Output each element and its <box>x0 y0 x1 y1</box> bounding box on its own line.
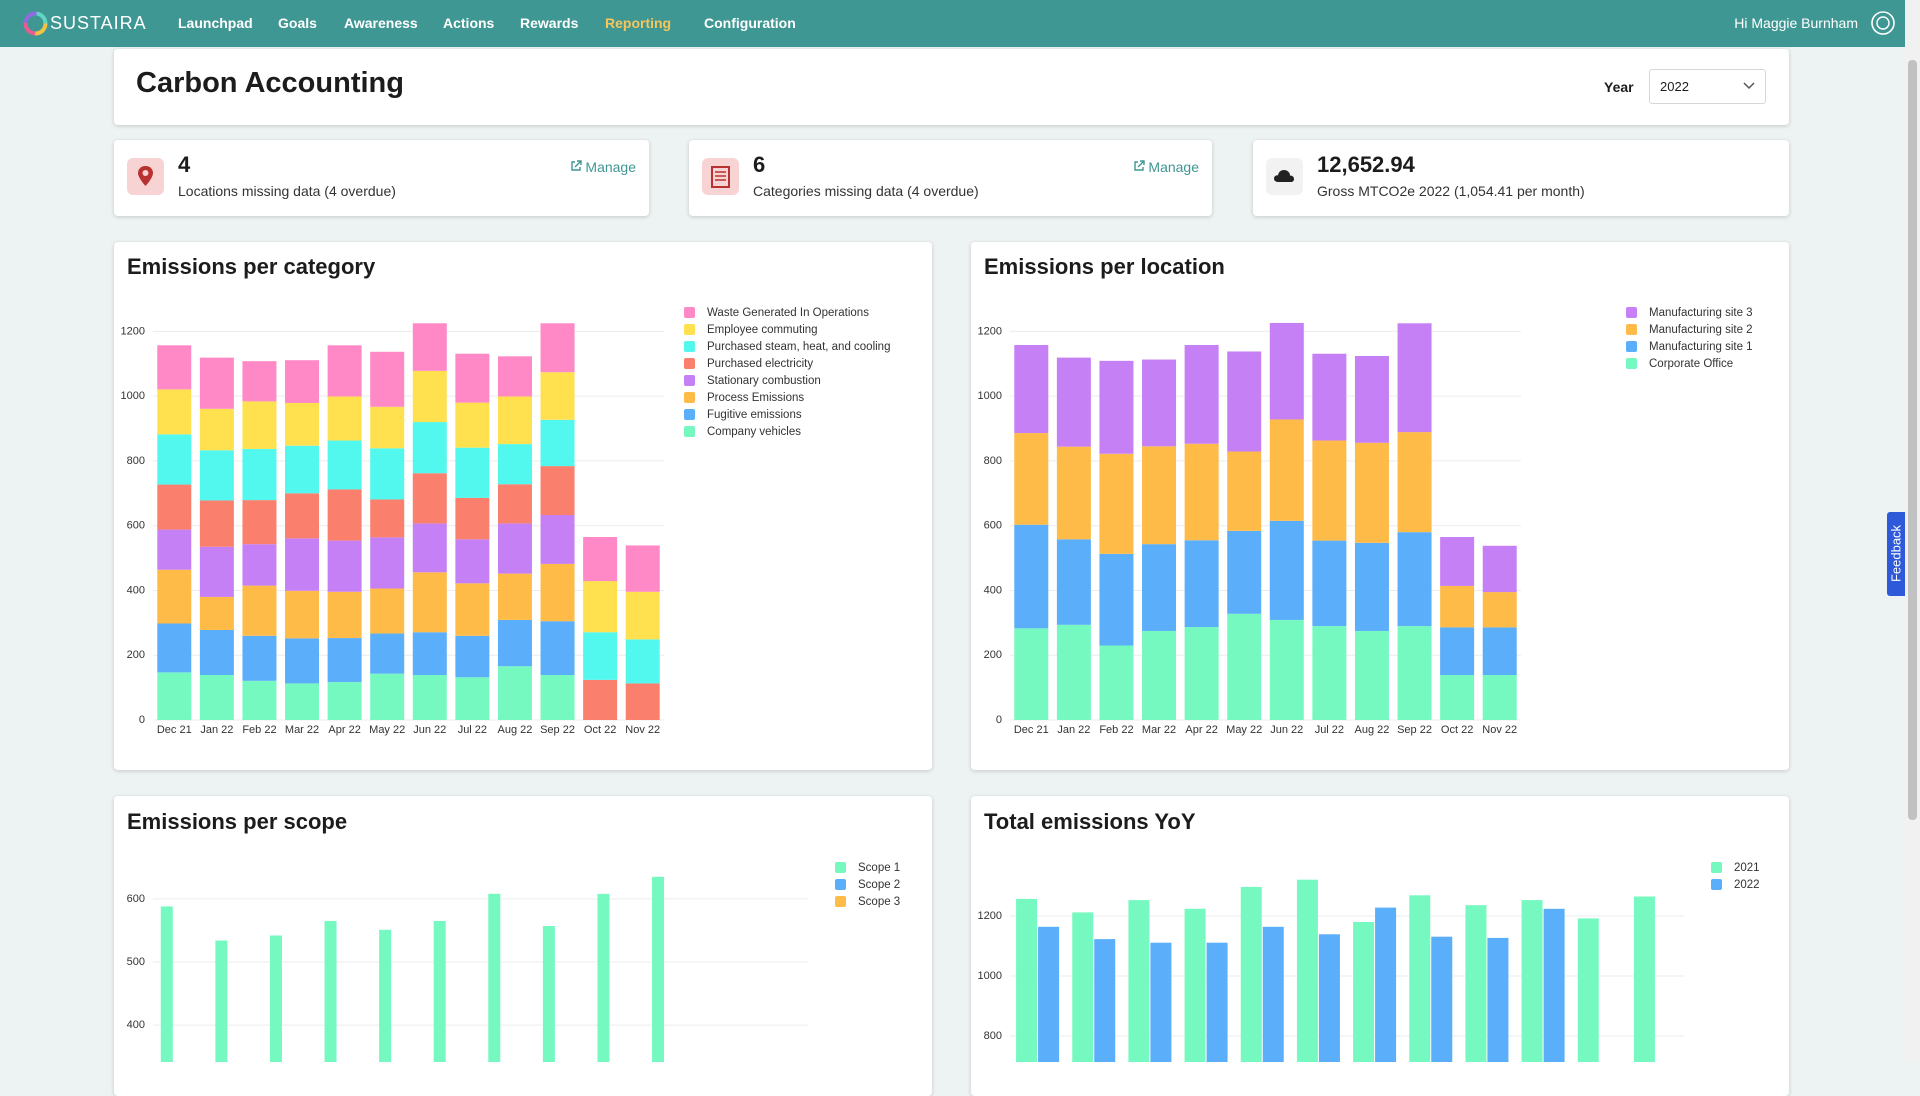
list-icon <box>702 158 739 195</box>
greeting: Hi Maggie Burnham <box>1734 15 1858 31</box>
location-icon <box>127 158 164 195</box>
scrollbar <box>1905 0 1920 1062</box>
manage-link[interactable]: Manage <box>570 159 636 175</box>
manage-text[interactable]: Manage <box>1148 159 1199 175</box>
stat-card: 4 Locations missing data (4 overdue) Man… <box>114 140 649 216</box>
stat-value: 12,652.94 <box>1317 152 1415 177</box>
stat-value: 6 <box>753 152 766 177</box>
header-card: Carbon Accounting Year 2022 <box>114 49 1789 125</box>
chart-card <box>971 242 1789 770</box>
feedback-text[interactable]: Feedback <box>1888 524 1904 583</box>
year-value: 2022 <box>1660 79 1689 94</box>
brand[interactable]: SUSTAIRA <box>50 13 147 33</box>
nav-item[interactable]: Awareness <box>344 15 418 31</box>
manage-link[interactable]: Manage <box>1133 159 1199 175</box>
nav-item[interactable]: Goals <box>278 15 317 31</box>
scroll-thumb[interactable] <box>1908 60 1917 820</box>
year-select[interactable]: 2022 <box>1649 69 1766 104</box>
page-title: Carbon Accounting <box>136 67 404 99</box>
stat-text: Categories missing data (4 overdue) <box>753 183 979 199</box>
stat-value: 4 <box>178 152 191 177</box>
stat-card: 12,652.94 Gross MTCO2e 2022 (1,054.41 pe… <box>1253 140 1789 216</box>
nav-item[interactable]: Rewards <box>520 15 579 31</box>
nav-item[interactable]: Launchpad <box>178 15 253 31</box>
chart-card <box>114 242 932 770</box>
feedback-tab[interactable]: Feedback <box>1887 512 1905 596</box>
year-label: Year <box>1604 79 1634 95</box>
stat-text: Locations missing data (4 overdue) <box>178 183 396 199</box>
avatar[interactable] <box>1870 10 1896 36</box>
stat-text: Gross MTCO2e 2022 (1,054.41 per month) <box>1317 183 1585 199</box>
manage-text[interactable]: Manage <box>585 159 636 175</box>
top-nav: SUSTAIRA Launchpad Goals Awareness Actio… <box>0 0 1920 47</box>
cloud-icon <box>1266 158 1303 195</box>
chevron <box>1743 82 1755 90</box>
chart-card <box>971 796 1789 1096</box>
chart-card <box>114 796 932 1096</box>
nav-item[interactable]: Configuration <box>704 15 796 31</box>
logo[interactable] <box>22 10 49 37</box>
nav-item[interactable]: Reporting <box>605 15 672 31</box>
nav-item[interactable]: Actions <box>443 15 495 31</box>
stat-card: 6 Categories missing data (4 overdue) Ma… <box>689 140 1212 216</box>
